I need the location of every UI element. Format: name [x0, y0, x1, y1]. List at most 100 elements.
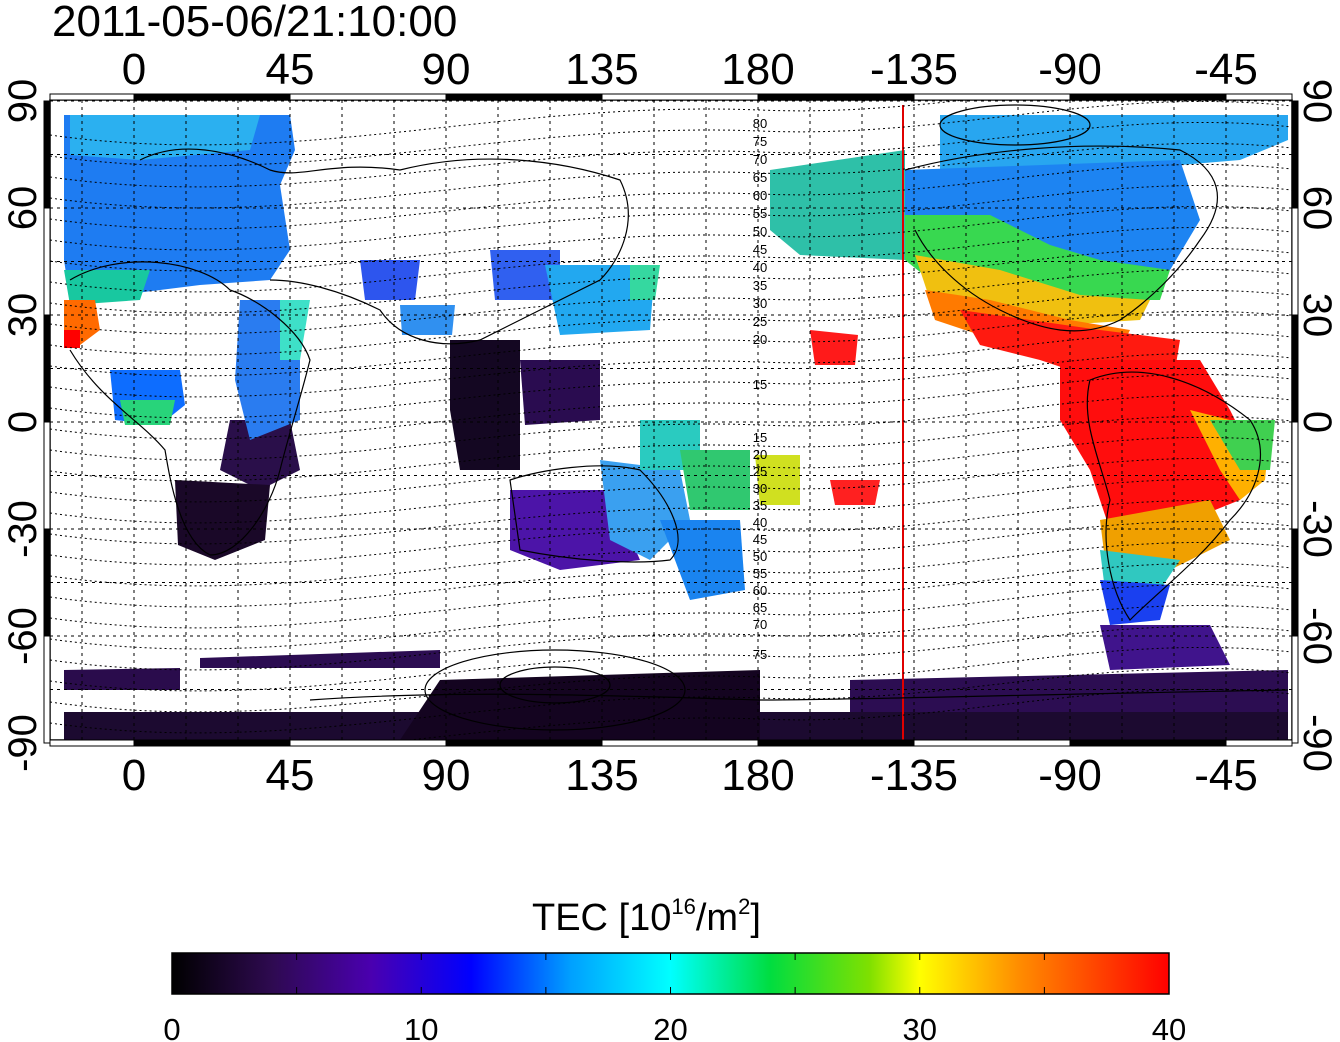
- tec-patch-alaska: [770, 150, 905, 260]
- contour-label: 30: [753, 481, 767, 496]
- bottom-lon-labels: 0 45 90 135 180 -135 -90 -45: [122, 751, 1258, 800]
- contour-label: 80: [753, 116, 767, 131]
- contour-label: 65: [753, 600, 767, 615]
- tec-patch-antarctica-dark: [400, 670, 760, 740]
- left-lat-label: 0: [1, 411, 45, 433]
- contour-label: 50: [753, 549, 767, 564]
- colorbar-tick-label: 0: [163, 1012, 180, 1042]
- top-lon-label: 0: [122, 45, 146, 94]
- contour-label: 55: [753, 206, 767, 221]
- right-lat-label: -60: [1295, 607, 1339, 665]
- tec-patch-west-africa-red: [64, 330, 80, 348]
- magnetic-contour: [50, 121, 1292, 188]
- coast-antarctica: [309, 689, 1289, 701]
- bottom-frame-band: [757, 739, 915, 747]
- tec-patch-africa-gulf: [120, 400, 175, 425]
- magnetic-contour: [50, 247, 1292, 314]
- magnetic-contour: [50, 646, 1292, 713]
- tec-patch-argentina-cyan: [1100, 550, 1180, 590]
- bottom-lon-label: 180: [721, 751, 794, 800]
- map-body: [50, 100, 1292, 740]
- magnetic-contour: [50, 142, 1292, 209]
- left-lat-label: -90: [1, 714, 45, 772]
- bottom-lon-label: 135: [565, 751, 638, 800]
- bottom-lon-label: -45: [1194, 751, 1258, 800]
- tec-patch-south-ocean: [64, 668, 180, 690]
- top-frame-band: [1225, 93, 1293, 101]
- tec-patch-new-zealand: [660, 520, 745, 600]
- magnetic-contour: [50, 331, 1292, 398]
- contour-label: 45: [753, 242, 767, 257]
- graticule: [50, 100, 1292, 740]
- colorbar-tick-label: 10: [404, 1012, 438, 1042]
- left-lat-label: 90: [1, 79, 45, 124]
- top-frame-band: [601, 93, 759, 101]
- right-frame-band: [1291, 635, 1299, 744]
- bottom-lon-label: 90: [422, 751, 471, 800]
- top-lon-label: 90: [422, 45, 471, 94]
- contour-label: 20: [753, 447, 767, 462]
- contour-label: 15: [753, 377, 767, 392]
- contour-south-pole-ring: [499, 666, 611, 704]
- contour-label: 25: [753, 464, 767, 479]
- timestamp-title: 2011-05-06/21:10:00: [52, 0, 457, 46]
- bottom-frame-band: [133, 739, 291, 747]
- tec-patch-brazil-green: [1210, 420, 1275, 470]
- magnetic-contour: [50, 373, 1292, 440]
- bottom-frame-band: [601, 739, 759, 747]
- magnetic-contour: [50, 499, 1292, 566]
- coastlines: [69, 104, 1289, 731]
- top-frame-band: [49, 93, 135, 101]
- top-frame-band: [445, 93, 603, 101]
- colorbar-tick-label: 40: [1152, 1012, 1186, 1042]
- bottom-frame-band: [49, 739, 135, 747]
- contour-label: 45: [753, 532, 767, 547]
- contour-label: 60: [753, 583, 767, 598]
- magnetic-contour: [50, 289, 1292, 356]
- left-lat-label: 30: [1, 293, 45, 338]
- top-frame-band: [913, 93, 1071, 101]
- bottom-lon-label: -135: [870, 751, 958, 800]
- tec-patch-west-antarctica: [850, 670, 1288, 712]
- magnetic-contour: [50, 436, 1292, 503]
- coast-australia: [509, 465, 679, 563]
- bottom-frame-band: [1069, 739, 1227, 747]
- magnetic-contour: [50, 520, 1292, 587]
- coast-eurasia: [139, 148, 629, 345]
- bottom-lon-label: 45: [266, 751, 315, 800]
- bottom-lon-label: 0: [122, 751, 146, 800]
- tec-patch-patagonia: [1100, 580, 1170, 625]
- contour-label: 35: [753, 498, 767, 513]
- contour-label: 35: [753, 278, 767, 293]
- left-lat-labels: 90 60 30 0 -30 -60 -90: [1, 79, 45, 772]
- top-frame-band: [133, 93, 291, 101]
- colorbar-ticks: 0 10 20 30 40: [163, 953, 1186, 1042]
- contour-labels: 80 75 70 65 60 55 50 45 40 35 30 25 20 15 15 20 25 30 35 40…: [753, 116, 767, 662]
- coast-north-america: [904, 145, 1218, 332]
- top-lon-labels: 0 45 90 135 180 -135 -90 -45: [122, 45, 1258, 94]
- magnetic-contour: [50, 100, 1292, 167]
- magnetic-contour: [50, 667, 1292, 734]
- contour-label: 55: [753, 566, 767, 581]
- tec-patch-pacific-red: [830, 480, 880, 505]
- tec-patch-japan: [545, 265, 655, 335]
- magnetic-contour: [50, 478, 1292, 545]
- magnetic-contour: [50, 268, 1292, 335]
- magnetic-contour: [50, 100, 969, 146]
- left-frame-band: [43, 635, 51, 744]
- colorbar-title: TEC [1016/m2]: [532, 894, 761, 939]
- bottom-lon-label: -90: [1038, 751, 1102, 800]
- contour-south-ring-2: [424, 649, 686, 731]
- frame-ticks: [43, 93, 1299, 747]
- magnetic-contour: [50, 457, 1292, 524]
- magnetic-contour: [50, 394, 1292, 461]
- contour-north-pole-ring: [939, 104, 1091, 146]
- magnetic-contour: [50, 184, 1292, 251]
- right-lat-label: -30: [1295, 500, 1339, 558]
- right-lat-label: 60: [1295, 186, 1339, 231]
- magnetic-contour: [50, 352, 1292, 419]
- tec-patch-east-asia: [490, 250, 560, 300]
- right-lat-label: 90: [1295, 79, 1339, 124]
- magnetic-contour: [50, 583, 1292, 650]
